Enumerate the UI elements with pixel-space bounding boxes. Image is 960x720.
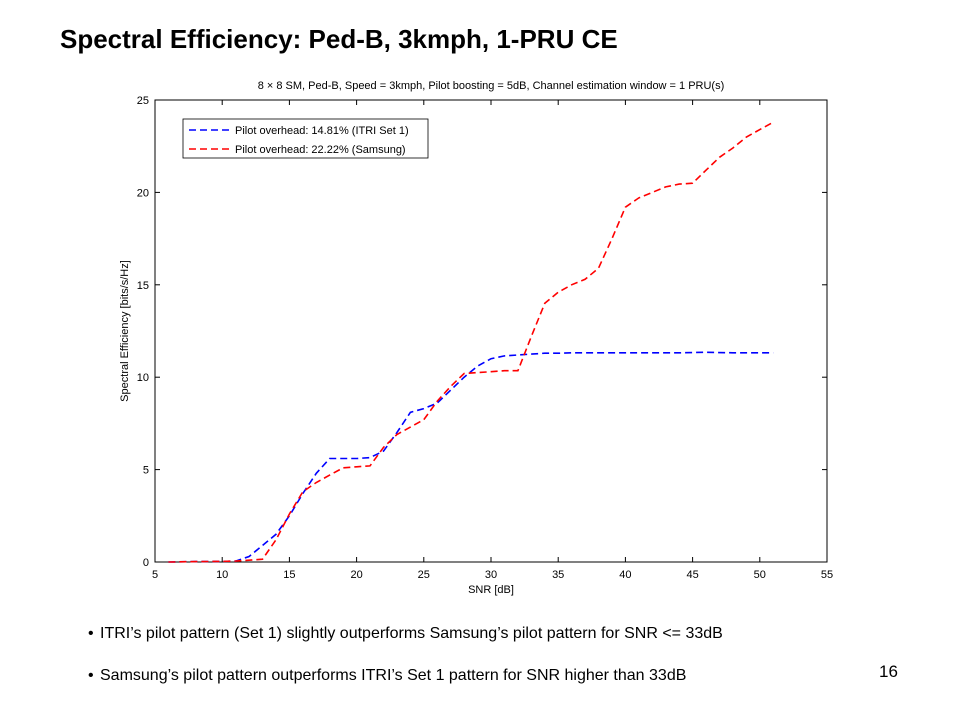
x-tick-label: 40 [619,569,631,581]
x-tick-label: 55 [821,569,833,581]
y-tick-label: 10 [137,372,149,384]
x-tick-label: 15 [283,569,295,581]
series-line-samsung [168,121,774,563]
page-number: 16 [879,662,898,681]
legend-label-itri: Pilot overhead: 14.81% (ITRI Set 1) [235,125,409,137]
y-axis-label: Spectral Efficiency [bits/s/Hz] [119,260,131,402]
x-tick-label: 50 [754,569,766,581]
y-tick-label: 25 [137,95,149,107]
chart-title: 8 × 8 SM, Ped-B, Speed = 3kmph, Pilot bo… [258,80,725,92]
bullet-item: • Samsung’s pilot pattern outperforms ITR… [88,666,686,686]
series-line-itri [168,351,774,563]
bullet-dot: • [88,667,94,684]
x-tick-label: 35 [552,569,564,581]
spectral-efficiency-chart: 8 × 8 SM, Ped-B, Speed = 3kmph, Pilot bo… [119,80,833,596]
x-tick-label: 45 [686,569,698,581]
legend-label-samsung: Pilot overhead: 22.22% (Samsung) [235,144,406,156]
y-tick-label: 15 [137,280,149,292]
series-lines [168,121,774,563]
bullet-text: Samsung’s pilot pattern outperforms ITRI… [100,667,687,684]
legend-box [182,118,429,159]
x-axis-label: SNR [dB] [468,584,514,596]
x-tick-label: 10 [216,569,228,581]
x-tick-label: 30 [485,569,497,581]
x-tick-label: 5 [152,569,158,581]
slide-title: Spectral Efficiency: Ped-B, 3kmph, 1-PRU… [60,24,618,54]
bullet-item: • ITRI’s pilot pattern (Set 1) slightly o… [88,624,723,644]
x-tick-label: 25 [418,569,430,581]
y-tick-label: 5 [143,465,149,477]
bullet-text: ITRI’s pilot pattern (Set 1) slightly ou… [100,625,723,642]
legend: Pilot overhead: 14.81% (ITRI Set 1) Pilo… [182,118,429,159]
plot-area [154,99,828,563]
y-tick-label: 0 [143,557,149,569]
x-tick-label: 20 [350,569,362,581]
y-tick-label: 20 [137,187,149,199]
bullet-dot: • [88,625,94,642]
